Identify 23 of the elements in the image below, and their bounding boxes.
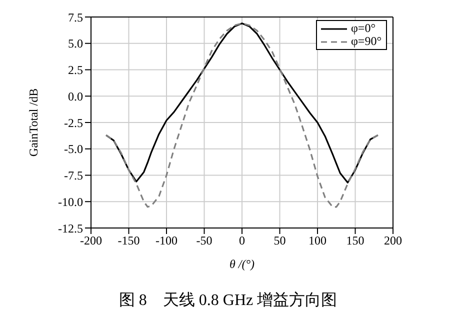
y-tick-label: 5.0 — [68, 36, 83, 51]
y-tick-label: 7.5 — [68, 10, 83, 24]
x-tick-label: 100 — [308, 234, 326, 248]
y-tick-label: -7.5 — [64, 168, 83, 183]
x-tick-label: -50 — [196, 234, 212, 248]
x-tick-label: -200 — [80, 234, 102, 248]
x-tick-label: 150 — [346, 234, 364, 248]
x-tick-label: 50 — [274, 234, 286, 248]
y-tick-label: 0.0 — [68, 89, 83, 104]
legend-label: φ=0° — [351, 21, 376, 35]
y-tick-label: -12.5 — [58, 221, 83, 236]
text: 图 8 天线 0.8 GHz 增益方向图 — [118, 290, 338, 311]
x-tick-label: 0 — [239, 234, 245, 248]
y-axis-title: GainTotal /dB — [26, 88, 40, 157]
x-tick-label: -150 — [118, 234, 140, 248]
legend-label: φ=90° — [351, 34, 382, 48]
x-tick-label: -100 — [156, 234, 178, 248]
y-tick-label: 2.5 — [68, 63, 83, 78]
x-axis-title: θ /(°) — [229, 257, 255, 271]
x-tick-label: 200 — [384, 234, 402, 248]
y-tick-label: -5.0 — [64, 142, 83, 156]
y-tick-label: -10.0 — [58, 194, 83, 209]
y-tick-label: -2.5 — [64, 116, 83, 130]
